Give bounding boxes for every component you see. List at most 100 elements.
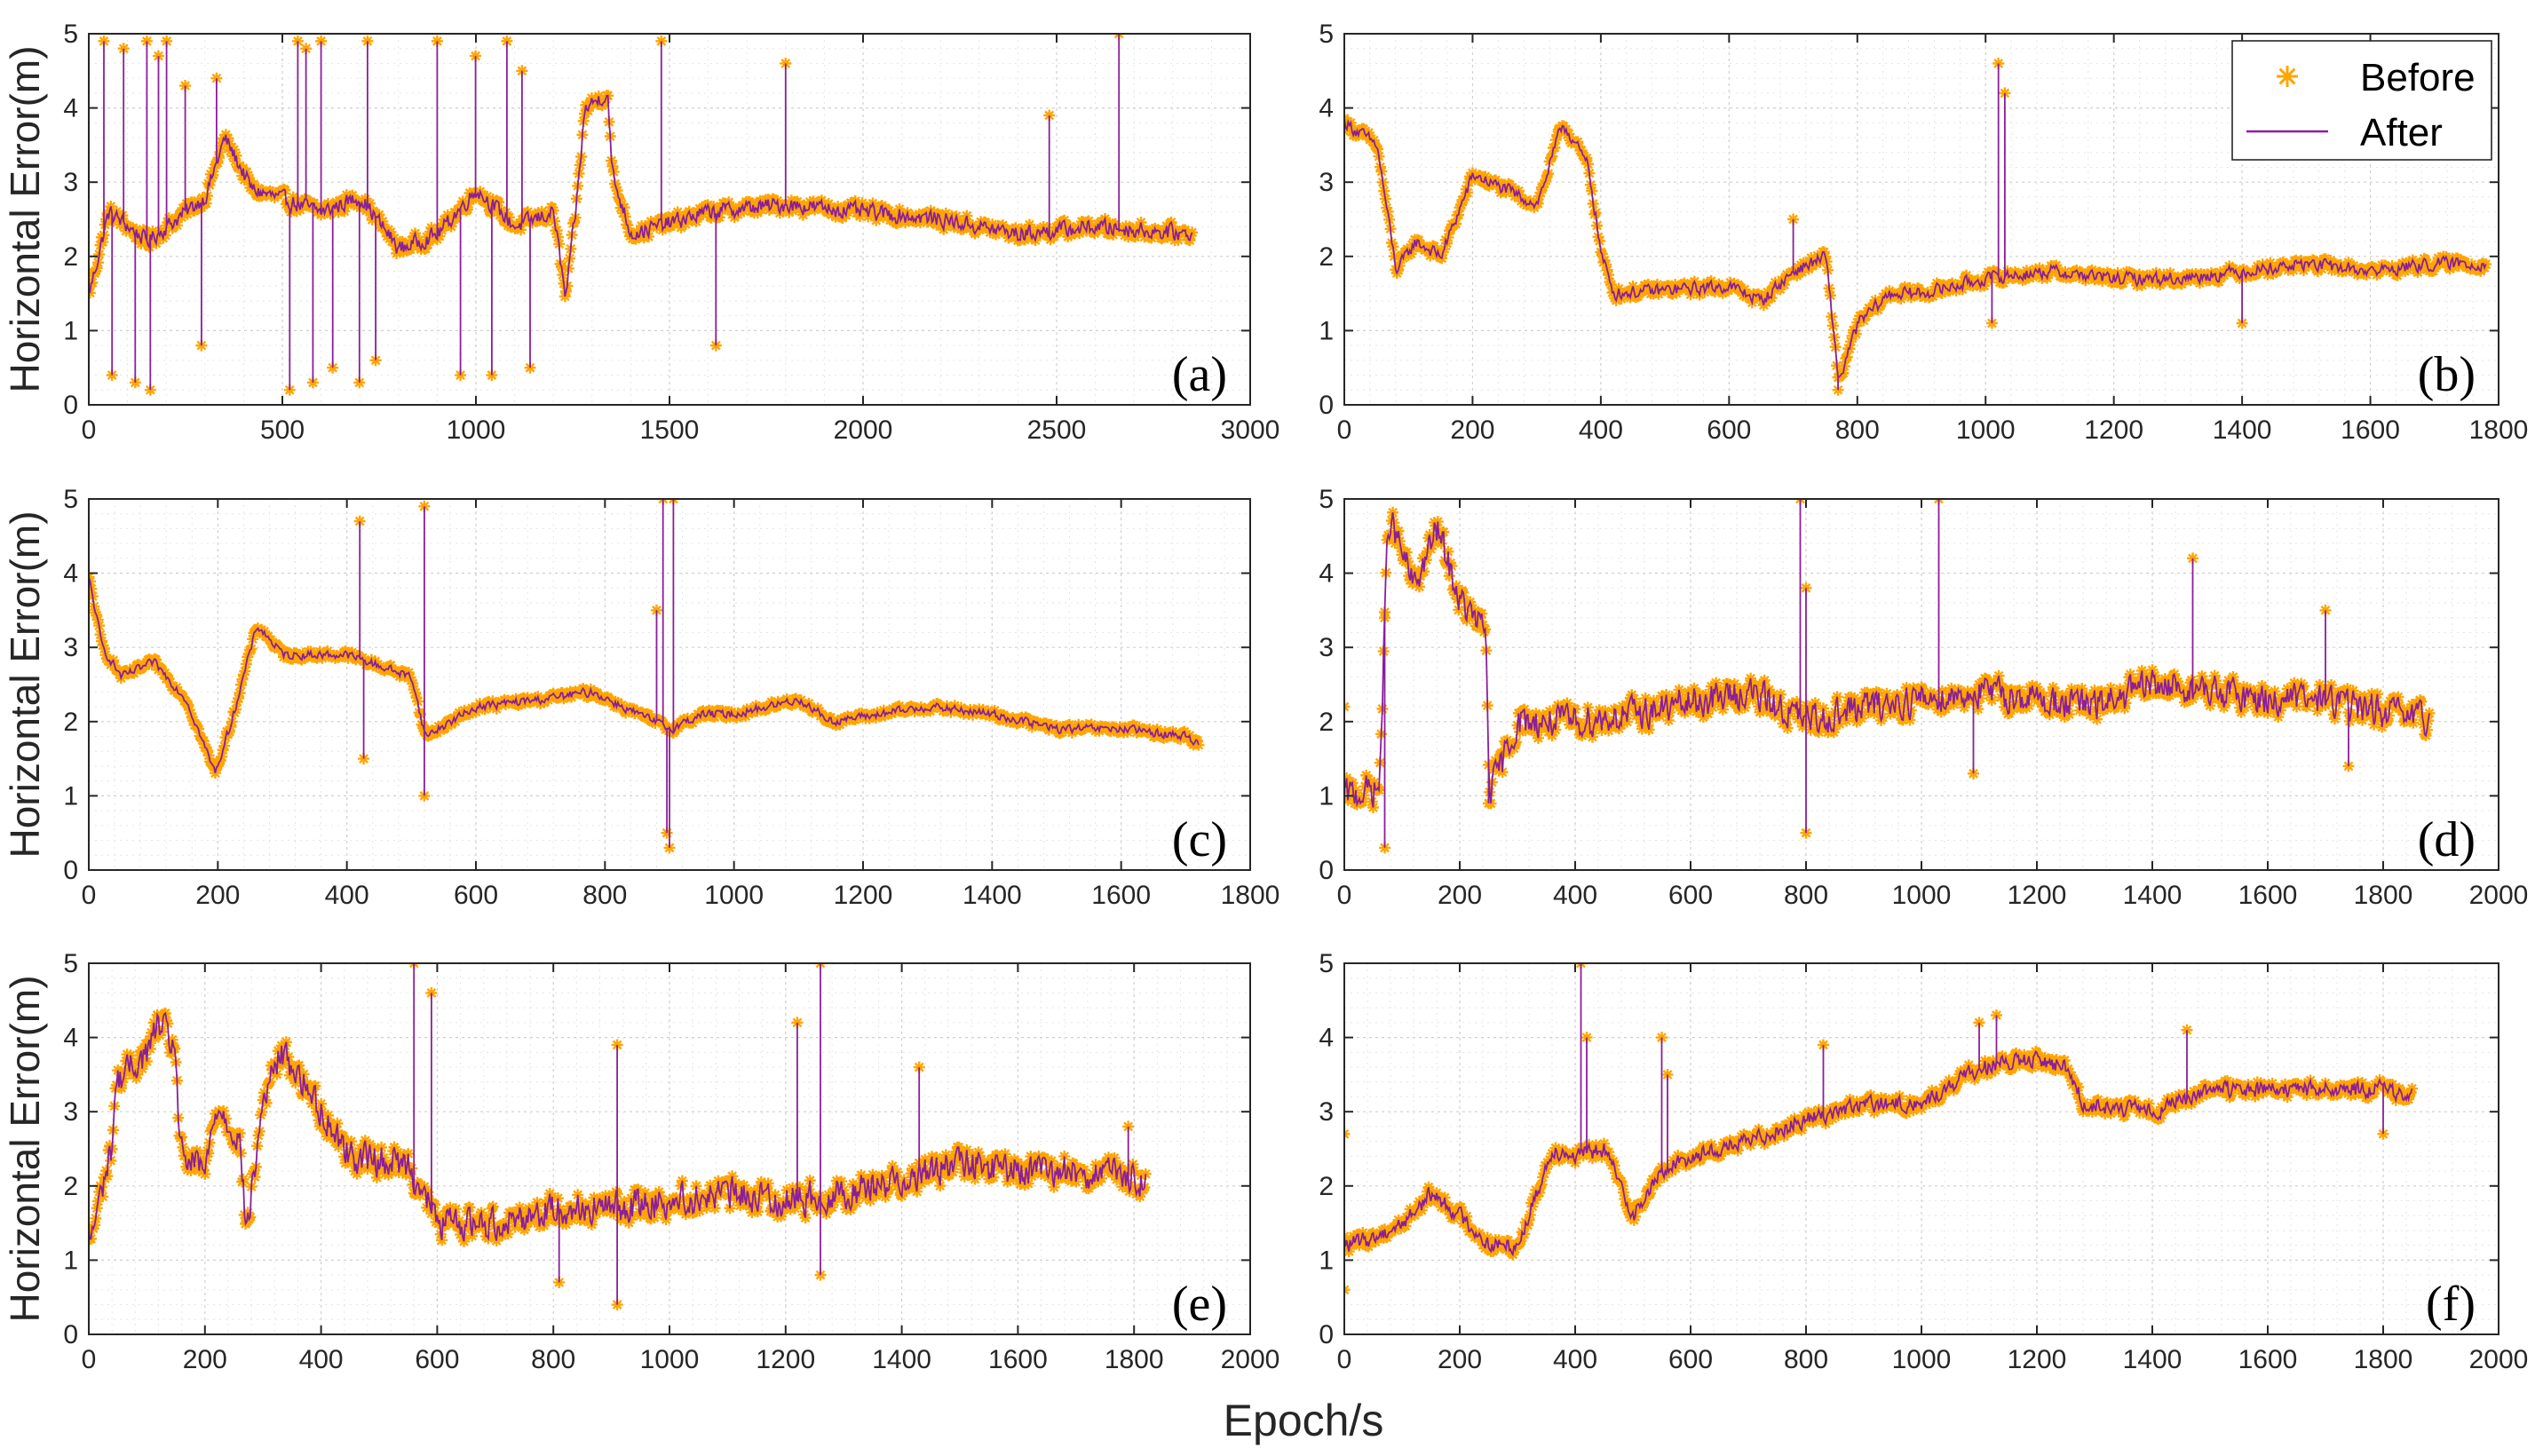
after-line — [1344, 963, 2413, 1290]
x-tick-label: 1000 — [704, 881, 764, 910]
x-tick-label: 1800 — [1105, 1345, 1164, 1374]
y-tick-label: 5 — [63, 20, 78, 49]
x-tick-label: 400 — [1553, 1345, 1597, 1374]
y-tick-label: 1 — [63, 1246, 78, 1275]
x-tick-label: 0 — [82, 1345, 97, 1374]
x-tick-label: 2000 — [2469, 881, 2529, 910]
x-tick-label: 800 — [531, 1345, 575, 1374]
x-tick-label: 1800 — [1221, 881, 1280, 910]
x-tick-label: 1000 — [1956, 415, 2016, 445]
legend-before-marker — [2277, 66, 2298, 87]
x-tick-label: 2000 — [2469, 1345, 2529, 1374]
y-tick-label: 1 — [1319, 781, 1334, 811]
y-tick-label: 0 — [1319, 391, 1334, 420]
panel-label: (d) — [2418, 812, 2476, 867]
y-tick-label: 3 — [63, 168, 78, 197]
x-tick-label: 0 — [1337, 881, 1352, 910]
y-axis-label: Horizontal Error(m) — [2, 975, 48, 1322]
x-tick-label: 1200 — [2008, 1345, 2067, 1374]
panel-f: 0 200 400 600 800 1000 1200 1400 1600 1800 2000 0 1 2… — [1319, 949, 2528, 1374]
y-tick-label: 4 — [1319, 94, 1334, 123]
x-tick-label: 800 — [1835, 415, 1880, 445]
y-tick-label: 0 — [63, 391, 78, 420]
x-tick-label: 1400 — [2123, 881, 2183, 910]
panel-b: 0 200 400 600 800 1000 1200 1400 1600 1800 0 1 2 3 4 5 (… — [1319, 20, 2528, 445]
y-tick-label: 4 — [63, 559, 78, 589]
x-tick-label: 0 — [1337, 415, 1352, 445]
y-tick-label: 1 — [63, 316, 78, 345]
panel-label: (a) — [1172, 347, 1227, 402]
panel-label: (c) — [1172, 812, 1227, 867]
x-tick-label: 200 — [183, 1345, 227, 1374]
axes-frame — [1343, 33, 2499, 406]
panel-label: (b) — [2418, 347, 2476, 402]
y-tick-label: 2 — [1319, 242, 1334, 272]
x-tick-label: 1800 — [2354, 881, 2413, 910]
x-tick-label: 1800 — [2354, 1345, 2413, 1374]
y-tick-label: 3 — [63, 1097, 78, 1127]
y-tick-label: 2 — [1319, 708, 1334, 737]
panel-label: (f) — [2426, 1277, 2476, 1332]
panel-c: 0 200 400 600 800 1000 1200 1400 1600 1800 0 1 2 3 4 5 (… — [2, 485, 1279, 910]
x-tick-label: 1800 — [2469, 415, 2529, 445]
x-tick-label: 1600 — [2341, 415, 2400, 445]
y-tick-label: 5 — [1319, 20, 1334, 49]
y-tick-label: 0 — [63, 1320, 78, 1349]
y-tick-label: 0 — [1319, 856, 1334, 885]
axes-frame — [88, 498, 1251, 871]
x-tick-label: 1200 — [2008, 881, 2067, 910]
y-tick-label: 4 — [1319, 1024, 1334, 1053]
x-tick-label: 600 — [1707, 415, 1751, 445]
x-tick-label: 2000 — [834, 415, 893, 445]
after-line — [1344, 499, 2430, 848]
x-tick-label: 1400 — [2123, 1345, 2183, 1374]
after-line — [89, 34, 1193, 391]
x-tick-label: 1200 — [2084, 415, 2143, 445]
legend-box — [2231, 40, 2492, 161]
x-tick-label: 1600 — [2238, 881, 2298, 910]
x-tick-label: 600 — [1668, 1345, 1713, 1374]
x-tick-label: 1400 — [872, 1345, 931, 1374]
x-tick-label: 1500 — [640, 415, 700, 445]
x-tick-label: 1000 — [1892, 1345, 1952, 1374]
y-tick-label: 5 — [1319, 949, 1334, 978]
x-tick-label: 600 — [454, 881, 498, 910]
x-tick-label: 1600 — [988, 1345, 1048, 1374]
x-tick-label: 800 — [1784, 1345, 1828, 1374]
y-tick-label: 1 — [1319, 1246, 1334, 1275]
y-axis-label: Horizontal Error(m) — [2, 510, 48, 858]
x-tick-label: 1000 — [447, 415, 506, 445]
y-tick-label: 5 — [63, 949, 78, 978]
x-tick-label: 1200 — [834, 881, 893, 910]
x-tick-label: 2500 — [1027, 415, 1087, 445]
x-tick-label: 0 — [82, 415, 97, 445]
after-line — [89, 963, 1147, 1305]
y-tick-label: 2 — [1319, 1172, 1334, 1201]
y-tick-label: 0 — [63, 856, 78, 885]
x-tick-label: 1600 — [1091, 881, 1151, 910]
y-tick-label: 3 — [1319, 633, 1334, 662]
x-tick-label: 400 — [299, 1345, 344, 1374]
y-tick-label: 3 — [1319, 1097, 1334, 1127]
x-tick-label: 1000 — [1892, 881, 1952, 910]
x-tick-label: 200 — [1438, 881, 1482, 910]
legend-after-label: After — [2360, 111, 2443, 154]
after-line — [1344, 63, 2487, 391]
x-tick-label: 600 — [415, 1345, 459, 1374]
y-axis-label: Horizontal Error(m) — [2, 45, 48, 392]
x-tick-label: 1400 — [963, 881, 1022, 910]
panel-e: 0 200 400 600 800 1000 1200 1400 1600 1800 2000 0 1 2… — [2, 949, 1279, 1374]
y-tick-label: 4 — [63, 94, 78, 123]
y-tick-label: 2 — [63, 1172, 78, 1201]
x-tick-label: 0 — [82, 881, 97, 910]
x-tick-label: 200 — [1450, 415, 1494, 445]
x-tick-label: 3000 — [1221, 415, 1280, 445]
x-tick-label: 2000 — [1221, 1345, 1280, 1374]
x-tick-label: 200 — [195, 881, 240, 910]
plot-area — [89, 963, 1250, 1334]
x-tick-label: 1400 — [2213, 415, 2272, 445]
x-tick-label: 0 — [1337, 1345, 1352, 1374]
x-tick-label: 800 — [1784, 881, 1828, 910]
y-tick-label: 3 — [63, 633, 78, 662]
